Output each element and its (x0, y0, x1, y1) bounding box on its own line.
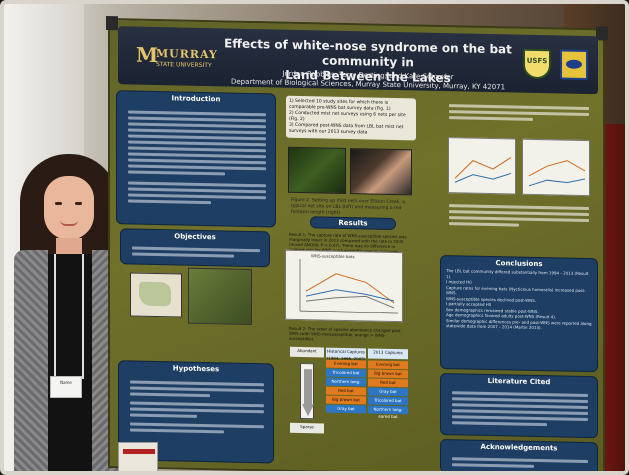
table-cell: Tricolored bat (368, 396, 408, 406)
hypotheses-heading: Hypotheses (172, 364, 220, 374)
age-ratio-chart (522, 138, 590, 197)
table-cell: Big brown bat (326, 395, 366, 405)
logo-word: MURRAY (156, 47, 218, 62)
presenter-face (44, 176, 94, 240)
mist-net-photo (288, 146, 346, 194)
table-cell: Tricolored bat (326, 368, 366, 378)
red-sign (118, 442, 158, 471)
right-eye (75, 202, 82, 205)
objectives-box: Objectives (120, 228, 270, 268)
murray-state-logo: M MURRAY STATE UNIVERSITY (136, 42, 218, 70)
literature-heading: Literature Cited (487, 376, 551, 387)
capture-rate-chart: WNS-susceptible bats (285, 249, 403, 323)
introduction-text (123, 105, 271, 210)
results-banner: Results (310, 216, 396, 231)
fish-wildlife-badge-icon (560, 49, 588, 81)
arrow-down-icon (300, 363, 314, 420)
result-4-text (444, 199, 594, 233)
table-cell: Evening bat (368, 360, 408, 370)
forest-service-shield-icon: USFS (523, 48, 551, 80)
table-cell: Northern long-eared bat (326, 377, 366, 391)
presenter-neck (56, 238, 82, 258)
sex-ratio-chart (448, 137, 516, 195)
conclusions-text: The LBL bat community differed substanti… (446, 268, 592, 331)
table-cell: Big brown bat (368, 369, 408, 379)
table-cell: Northern long-eared bat (368, 405, 408, 419)
result-3-text (444, 99, 594, 127)
results-heading: Results (338, 218, 368, 228)
table-cell: Red bat (368, 378, 408, 388)
table-col-historical: Historical Captures (1984, 1995, 2005) (326, 347, 366, 362)
acknowledgements-text (447, 452, 593, 471)
poster-header: M MURRAY STATE UNIVERSITY Effects of whi… (118, 26, 598, 95)
acknowledgements-heading: Acknowledgements (480, 442, 558, 453)
research-poster: M MURRAY STATE UNIVERSITY Effects of whi… (106, 15, 608, 471)
table-cell: Evening bat (326, 359, 366, 369)
objectives-heading: Objectives (174, 232, 216, 242)
result-2-text: Result 2: The order of species abundance… (289, 325, 401, 342)
study-area-map (130, 272, 182, 318)
table-footer-sparse: Sparse (290, 422, 324, 434)
lanyard (54, 254, 84, 379)
cardigan-left (14, 250, 48, 471)
presenter-shirt (38, 254, 100, 471)
literature-text (447, 386, 593, 432)
logo-sub: STATE UNIVERSITY (156, 61, 212, 70)
chart-caption: WNS-susceptible bats (311, 253, 355, 260)
tape-top-left (106, 15, 118, 31)
name-badge: Name (50, 376, 82, 398)
hypotheses-text (125, 375, 269, 439)
table-cell: Gray bat (368, 387, 408, 397)
acknowledgements-box: Acknowledgements (440, 438, 598, 471)
left-eye (55, 202, 62, 205)
table-col-2013: 2013 Captures (368, 348, 408, 360)
bat-measuring-photo (350, 148, 412, 196)
introduction-heading: Introduction (171, 94, 221, 104)
table-cell: Gray bat (326, 404, 366, 414)
smile (60, 220, 78, 226)
methods-list: 1) Selected 10 study sites for which the… (286, 95, 416, 141)
table-col-abundant: Abundant (290, 346, 324, 358)
table-cell: Red bat (326, 386, 366, 396)
literature-box: Literature Cited (440, 372, 598, 439)
satellite-map (188, 267, 252, 326)
introduction-box: Introduction (116, 90, 276, 228)
species-table: Abundant Historical Captures (1984, 1995… (290, 346, 408, 439)
chart-svg (299, 259, 398, 314)
conclusions-box: Conclusions The LBL bat community differ… (440, 254, 598, 373)
objectives-text (127, 241, 265, 263)
